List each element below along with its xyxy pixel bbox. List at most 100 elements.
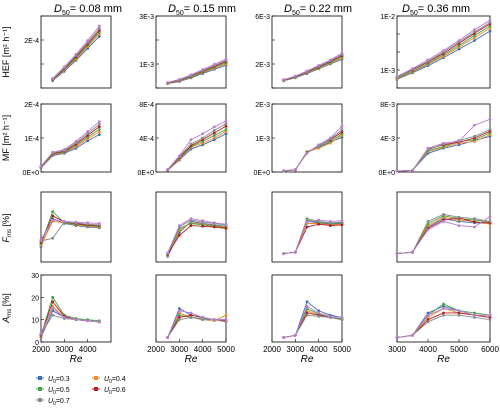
data-point [488,117,492,121]
series-line-5 [396,19,491,77]
data-point [282,78,286,81]
data-point [328,58,332,62]
series-line-2 [396,132,491,172]
legend-marker [38,398,42,402]
y-tick-label: 8E-4 [139,102,154,109]
data-point [305,311,309,315]
data-point [224,227,228,230]
y-tick-label: 0E+0 [137,170,154,177]
x-axis-label: Re [70,354,83,365]
data-point [39,164,43,168]
legend-item-1: U0=0.4 [92,376,126,385]
data-point [51,77,55,80]
y-tick-label: 20 [31,295,39,302]
panel-frame [40,103,112,173]
data-point [305,220,309,224]
data-point [340,128,344,132]
data-point [328,136,332,140]
panel-frame [271,15,343,89]
series-line-4 [396,314,491,338]
data-point [426,318,430,322]
data-point [201,318,205,322]
data-point [457,313,461,317]
data-point [317,143,321,147]
y-tick-label: 4E-4 [139,136,154,143]
data-point [457,140,461,143]
panel-r1-c2: 0E+0 1E-3 2E-3 [253,102,344,177]
data-point [442,304,445,308]
panel-r2-c3 [395,191,492,263]
data-point [51,304,55,308]
row-label-0: HEF [m² h⁻¹] [1,26,11,77]
y-tick-label: 30 [31,273,39,280]
series-line-0 [396,305,491,338]
data-point [305,69,309,73]
x-tick-label: 3000 [286,345,304,354]
data-point [201,316,205,319]
x-tick-label: 5000 [333,345,351,354]
data-point [340,316,344,319]
series-line-2 [40,210,100,244]
data-point [97,125,101,129]
data-point [189,142,193,146]
data-point [51,210,55,214]
data-point [473,311,476,315]
data-point [473,28,476,32]
series-line-4 [40,221,100,242]
x-tick-label: 6000 [481,345,499,354]
panel-frame [396,103,491,173]
legend-item-0: U0=0.3 [36,376,70,385]
data-point [488,128,492,131]
data-point [86,221,90,225]
data-point [457,215,461,219]
data-point [86,132,90,135]
data-point [97,130,101,134]
data-point [74,220,78,224]
data-point [340,219,344,223]
series-line-3 [396,312,491,338]
data-point [97,35,101,38]
data-point [473,313,476,317]
data-point [212,225,216,229]
data-point [457,44,461,47]
data-point [74,140,78,143]
data-point [189,222,193,225]
data-point [305,225,309,229]
x-tick-label: 5000 [450,345,468,354]
legend-marker [94,376,98,380]
data-point [488,313,492,317]
data-point [97,120,101,124]
data-point [224,57,228,61]
data-point [473,39,476,42]
data-point [426,220,430,223]
x-tick-label: 3000 [55,345,73,354]
y-tick-label: 1E-2 [380,14,395,21]
panel-frame [155,15,227,89]
data-point [473,34,476,37]
data-point [51,307,55,310]
data-point [488,29,492,33]
data-point [212,131,216,135]
data-point [411,333,414,337]
panel-r2-c1 [155,191,228,263]
x-axis-label: Re [437,354,450,365]
panel-frame [271,191,343,263]
data-point [457,309,461,313]
y-tick-label: 1E-3 [139,62,154,69]
data-point [293,168,297,172]
panel-frame [271,274,343,343]
data-point [488,26,492,30]
data-point [212,221,216,225]
data-point [212,134,216,137]
data-point [426,58,430,62]
data-point [473,217,476,221]
y-tick-label: 0 [35,340,39,347]
data-point [62,220,66,223]
row-label-1: MF [m² h⁻¹] [1,115,11,161]
data-point [97,123,101,126]
series-line-1 [283,223,343,255]
data-point [189,138,193,142]
series-line-2 [283,133,343,172]
data-point [473,316,476,319]
